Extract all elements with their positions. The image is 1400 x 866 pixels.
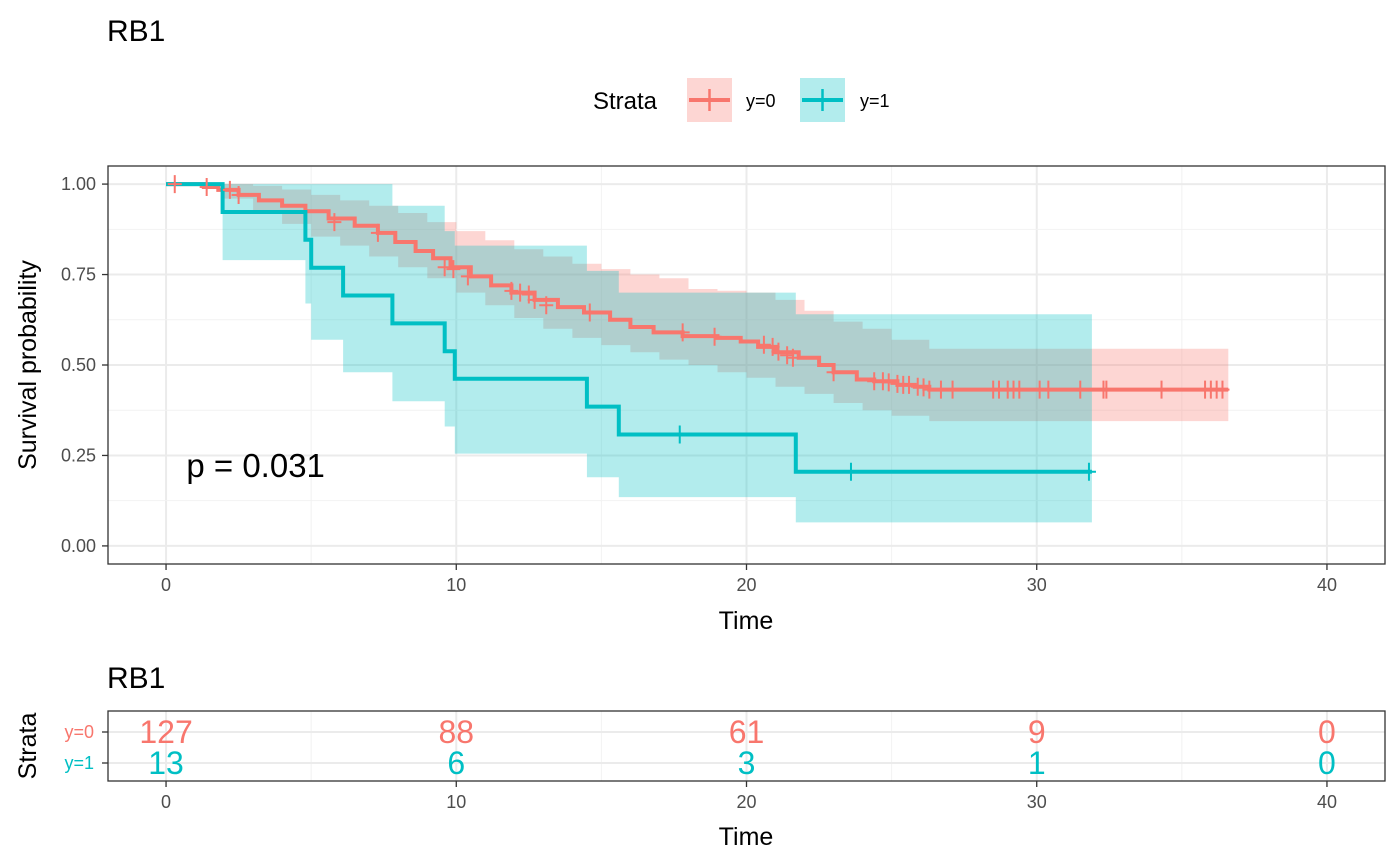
censor-mark-series-0 xyxy=(199,177,214,196)
legend-label-y1: y=1 xyxy=(860,91,890,111)
censor-mark-series-0 xyxy=(756,335,771,354)
censor-mark-series-0 xyxy=(1154,380,1169,399)
censor-mark-series-0 xyxy=(826,363,841,382)
censor-mark-series-0 xyxy=(785,348,800,367)
censor-mark-series-0 xyxy=(437,258,452,277)
km-y-axis-title: Survival probability xyxy=(14,260,42,470)
risk-count-0-4: 0 xyxy=(1318,714,1336,750)
censor-mark-series-0 xyxy=(780,346,795,365)
km-y-tick-label: 0.00 xyxy=(61,536,96,556)
censor-mark-series-1 xyxy=(672,425,687,444)
risk-table-y-axis-title: Strata xyxy=(14,713,42,780)
risk-row-label-0: y=0 xyxy=(64,722,94,742)
legend: Strata y=0 y=1 xyxy=(593,78,890,122)
censor-mark-series-1 xyxy=(843,462,858,481)
censor-mark-series-0 xyxy=(222,180,237,199)
censor-mark-series-0 xyxy=(504,281,519,300)
censor-mark-series-0 xyxy=(1099,380,1114,399)
km-x-tick-label: 10 xyxy=(446,575,466,595)
censor-mark-series-0 xyxy=(771,342,786,361)
km-x-tick-label: 20 xyxy=(736,575,756,595)
risk-count-0-1: 88 xyxy=(438,714,474,750)
ci-band-series-0 xyxy=(166,184,1229,422)
km-x-axis-title: Time xyxy=(719,607,774,635)
censor-mark-series-0 xyxy=(327,213,342,232)
km-censor-marks xyxy=(167,175,1230,481)
rt-x-tick-label: 20 xyxy=(736,792,756,812)
risk-count-1-0: 13 xyxy=(148,745,184,781)
censor-mark-series-0 xyxy=(902,375,917,394)
censor-mark-series-0 xyxy=(890,374,905,393)
censor-mark-series-0 xyxy=(765,337,780,356)
risk-count-1-4: 0 xyxy=(1318,745,1336,781)
p-value-annotation: p = 0.031 xyxy=(186,447,325,484)
rt-x-tick-label: 40 xyxy=(1317,792,1337,812)
rt-x-tick-label: 10 xyxy=(446,792,466,812)
km-y-tick-label: 1.00 xyxy=(61,174,96,194)
risk-count-0-2: 61 xyxy=(729,714,765,750)
risk-table-title: RB1 xyxy=(107,662,165,695)
censor-mark-series-0 xyxy=(167,175,182,194)
censor-mark-series-0 xyxy=(1073,380,1088,399)
risk-table-gridlines xyxy=(108,711,1385,781)
legend-label-y0: y=0 xyxy=(746,91,776,111)
censor-mark-series-0 xyxy=(881,373,896,392)
km-y-tick-label: 0.25 xyxy=(61,445,96,465)
risk-count-1-3: 1 xyxy=(1028,745,1046,781)
risk-table-row-labels: y=0 y=1 xyxy=(64,722,108,773)
censor-mark-series-0 xyxy=(1215,380,1230,399)
censor-mark-series-0 xyxy=(446,260,461,279)
legend-title: Strata xyxy=(593,88,658,115)
risk-table-x-axis-title: Time xyxy=(719,823,774,851)
risk-table-x-axis-ticks: 0 10 20 30 40 xyxy=(161,781,1337,812)
chart-title: RB1 xyxy=(107,15,165,48)
km-y-axis-ticks: 0.00 0.25 0.50 0.75 1.00 xyxy=(61,174,108,556)
risk-row-label-1: y=1 xyxy=(64,753,94,773)
risk-count-1-1: 6 xyxy=(447,745,465,781)
ci-band-series-1 xyxy=(166,184,1092,523)
km-x-tick-label: 0 xyxy=(161,575,171,595)
km-y-tick-label: 0.75 xyxy=(61,265,96,285)
censor-mark-series-1 xyxy=(1081,462,1096,481)
km-x-tick-label: 30 xyxy=(1027,575,1047,595)
censor-mark-series-0 xyxy=(707,327,722,346)
censor-mark-series-0 xyxy=(582,303,597,322)
censor-mark-series-0 xyxy=(675,323,690,342)
censor-mark-series-0 xyxy=(370,223,385,242)
km-confidence-bands xyxy=(166,184,1229,523)
censor-mark-series-0 xyxy=(916,378,931,397)
censor-mark-series-0 xyxy=(513,283,528,302)
censor-mark-series-0 xyxy=(875,372,890,391)
risk-count-1-2: 3 xyxy=(738,745,756,781)
rt-x-tick-label: 0 xyxy=(161,792,171,812)
rt-x-tick-label: 30 xyxy=(1027,792,1047,812)
km-y-tick-label: 0.50 xyxy=(61,355,96,375)
risk-count-0-0: 127 xyxy=(139,714,192,750)
km-x-tick-label: 40 xyxy=(1317,575,1337,595)
censor-mark-series-0 xyxy=(231,185,246,204)
survival-curve-series-1 xyxy=(166,182,1092,474)
censor-mark-series-0 xyxy=(460,267,475,286)
censor-mark-series-0 xyxy=(1041,380,1056,399)
censor-mark-series-0 xyxy=(539,296,554,315)
risk-count-0-3: 9 xyxy=(1028,714,1046,750)
risk-table-values: 127 88 61 9 0 13 6 3 1 0 xyxy=(139,714,1336,781)
km-x-axis-ticks: 0 10 20 30 40 xyxy=(161,564,1337,595)
censor-mark-series-0 xyxy=(945,380,960,399)
censor-mark-series-0 xyxy=(1012,380,1027,399)
censor-mark-series-0 xyxy=(527,290,542,309)
